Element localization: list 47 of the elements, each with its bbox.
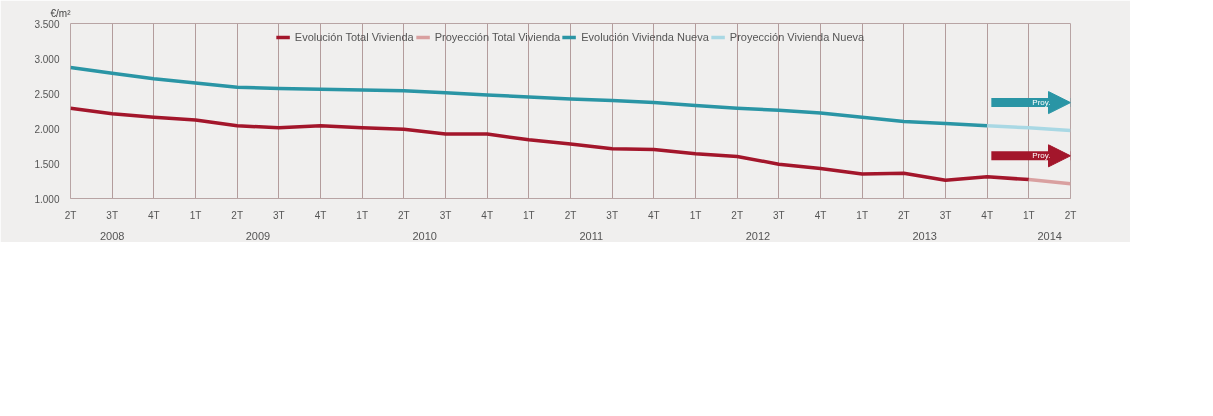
legend-label: Evolución Total Vivienda bbox=[294, 31, 414, 43]
x-tick-label: 1T bbox=[1023, 209, 1035, 221]
x-tick-label: 4T bbox=[981, 209, 993, 221]
legend-label: Evolución Vivienda Nueva bbox=[581, 31, 709, 43]
x-tick-label: 1T bbox=[356, 209, 368, 221]
x-tick-label: 2T bbox=[564, 209, 577, 221]
x-tick-label: 3T bbox=[106, 209, 118, 221]
x-tick-label: 4T bbox=[648, 209, 660, 221]
x-tick-label: 1T bbox=[689, 209, 702, 221]
line-series bbox=[70, 106, 1031, 183]
x-tick-label: 1T bbox=[523, 209, 535, 221]
x-tick-label: 2T bbox=[231, 209, 243, 221]
x-tick-label: 4T bbox=[814, 209, 827, 221]
x-tick-label: 3T bbox=[939, 209, 952, 221]
y-tick-label: 2.500 bbox=[34, 88, 60, 100]
x2-tick-label: 2011 bbox=[579, 229, 604, 242]
legend-label: Proyección Vivienda Nueva bbox=[729, 31, 865, 43]
x-tick-label: 3T bbox=[606, 209, 618, 221]
x-tick-label: 4T bbox=[481, 209, 493, 221]
x-tick-label: 2T bbox=[731, 209, 743, 221]
y-axis-title: €/m² bbox=[50, 7, 72, 19]
x-tick-label: 2T bbox=[1064, 209, 1077, 221]
x2-tick-label: 2013 bbox=[912, 229, 937, 242]
y-tick-label: 3.000 bbox=[34, 53, 60, 65]
x-tick-label: 4T bbox=[148, 209, 160, 221]
x-tick-label: 2T bbox=[64, 209, 77, 221]
x2-tick-label: 2008 bbox=[99, 229, 125, 242]
x-tick-label: 3T bbox=[273, 209, 285, 221]
y-tick-label: 1.000 bbox=[34, 193, 60, 205]
x-tick-label: 3T bbox=[439, 209, 452, 221]
y-tick-label: 1.500 bbox=[34, 158, 60, 170]
x-tick-label: 3T bbox=[773, 209, 785, 221]
legend-label: Proyección Total Vivienda bbox=[434, 31, 561, 43]
x2-tick-label: 2010 bbox=[412, 229, 437, 242]
y-tick-label: 2.000 bbox=[34, 123, 60, 135]
y-tick-label: 3.500 bbox=[34, 18, 60, 30]
x-tick-label: 2T bbox=[898, 209, 910, 221]
x2-tick-label: 2012 bbox=[745, 229, 771, 242]
x2-tick-label: 2014 bbox=[1037, 229, 1062, 242]
annotation: Proy. bbox=[1032, 151, 1051, 161]
x2-tick-label: 2009 bbox=[245, 229, 271, 242]
annotation: Proy. bbox=[1032, 98, 1051, 108]
x-tick-label: 4T bbox=[314, 209, 327, 221]
x-tick-label: 2T bbox=[398, 209, 410, 221]
line-series bbox=[70, 65, 989, 128]
x-tick-label: 1T bbox=[189, 209, 202, 221]
x-tick-label: 1T bbox=[856, 209, 868, 221]
